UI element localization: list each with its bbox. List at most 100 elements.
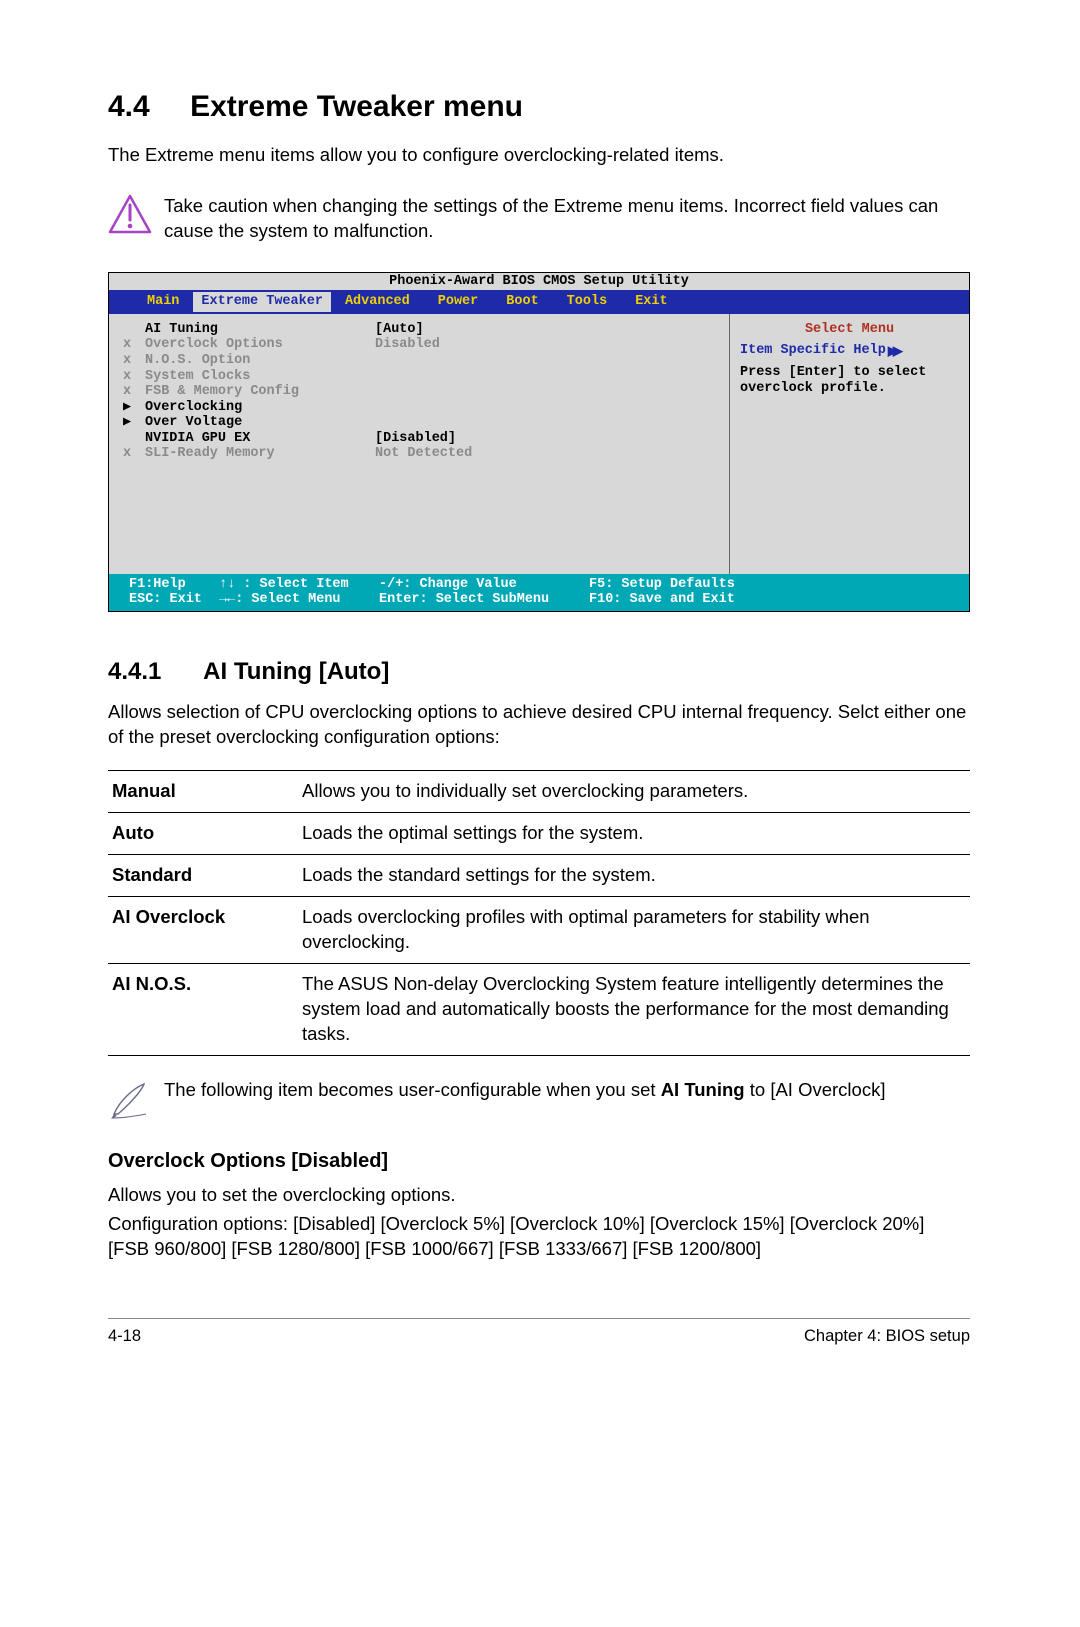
warning-text: Take caution when changing the settings … [164,194,970,244]
bios-item-value [375,415,719,431]
option-value: The ASUS Non-delay Overclocking System f… [298,963,970,1055]
intro-text: The Extreme menu items allow you to conf… [108,144,970,166]
note-bold: AI Tuning [661,1079,745,1100]
bios-footer-exit: ESC: Exit [129,592,219,608]
bios-item-label: SLI-Ready Memory [145,446,375,462]
bios-side-text: Press [Enter] to select overclock profil… [740,365,959,396]
bios-footer: F1:Help ↑↓ : Select Item -/+: Change Val… [109,574,969,611]
table-row: AI N.O.S.The ASUS Non-delay Overclocking… [108,963,970,1055]
bios-main: AI Tuning[Auto]xOverclock OptionsDisable… [109,314,729,574]
bios-item-row: ▶Overclocking [123,400,719,416]
warning-callout: Take caution when changing the settings … [108,194,970,244]
bios-tab: Exit [621,294,681,310]
bios-item-label: System Clocks [145,369,375,385]
section-name: Extreme Tweaker menu [190,90,523,123]
bios-tab: Boot [492,294,552,310]
section-title: 4.4 Extreme Tweaker menu [108,90,970,124]
bios-item-value: Disabled [375,337,719,353]
bios-body: AI Tuning[Auto]xOverclock OptionsDisable… [109,314,969,574]
note-icon [108,1078,164,1122]
bios-item-row: NVIDIA GPU EX[Disabled] [123,431,719,447]
table-row: StandardLoads the standard settings for … [108,854,970,896]
bios-tab: Power [424,294,493,310]
bios-item-marker: x [123,369,145,385]
bios-footer-menu: →←: Select Menu [219,592,379,608]
bios-item-marker [123,322,145,338]
table-row: ManualAllows you to individually set ove… [108,770,970,812]
bios-item-label: AI Tuning [145,322,375,338]
note-text: The following item becomes user-configur… [164,1078,885,1103]
bios-screen: Phoenix-Award BIOS CMOS Setup Utility Ma… [108,272,970,612]
bios-tab: Advanced [331,294,424,310]
fast-forward-icon: ▶▶ [888,344,898,359]
bios-tab: Extreme Tweaker [193,292,331,312]
bios-item-row: xSLI-Ready MemoryNot Detected [123,446,719,462]
overclock-options-desc: Allows you to set the overclocking optio… [108,1183,970,1208]
bios-item-value [375,384,719,400]
bios-item-label: N.O.S. Option [145,353,375,369]
option-key: AI N.O.S. [108,963,298,1055]
bios-item-marker: x [123,337,145,353]
bios-item-value: [Auto] [375,322,719,338]
overclock-options-title: Overclock Options [Disabled] [108,1150,970,1173]
option-value: Loads overclocking profiles with optimal… [298,896,970,963]
bios-item-value [375,353,719,369]
bios-footer-change: -/+: Change Value [379,577,589,593]
bios-tab: Tools [553,294,622,310]
options-table: ManualAllows you to individually set ove… [108,770,970,1056]
bios-item-marker: x [123,353,145,369]
bios-footer-save: F10: Save and Exit [589,592,809,608]
bios-item-marker: x [123,446,145,462]
chapter-label: Chapter 4: BIOS setup [804,1327,970,1346]
bios-item-row: ▶Over Voltage [123,415,719,431]
subsection-number: 4.4.1 [108,658,161,686]
option-value: Loads the standard settings for the syst… [298,854,970,896]
bios-item-marker [123,431,145,447]
bios-item-row: AI Tuning[Auto] [123,322,719,338]
bios-footer-defaults: F5: Setup Defaults [589,577,809,593]
option-key: Auto [108,812,298,854]
subsection-441-desc: Allows selection of CPU overclocking opt… [108,700,970,750]
bios-item-label: Over Voltage [145,415,375,431]
bios-item-row: xOverclock OptionsDisabled [123,337,719,353]
bios-item-label: NVIDIA GPU EX [145,431,375,447]
bios-item-value [375,400,719,416]
bios-item-label: FSB & Memory Config [145,384,375,400]
option-key: Standard [108,854,298,896]
bios-item-row: xFSB & Memory Config [123,384,719,400]
bios-footer-help: F1:Help [129,577,219,593]
note-part1: The following item becomes user-configur… [164,1079,661,1100]
option-value: Loads the optimal settings for the syste… [298,812,970,854]
bios-footer-select: ↑↓ : Select Item [219,577,379,593]
bios-side-help: Item Specific Help ▶▶ [740,343,959,359]
bios-item-value [375,369,719,385]
bios-title: Phoenix-Award BIOS CMOS Setup Utility [109,273,969,291]
bios-item-marker: ▶ [123,400,145,416]
bios-item-label: Overclocking [145,400,375,416]
bios-item-marker: x [123,384,145,400]
note-part2: to [AI Overclock] [745,1079,886,1100]
bios-item-marker: ▶ [123,415,145,431]
bios-footer-submenu: Enter: Select SubMenu [379,592,589,608]
table-row: AutoLoads the optimal settings for the s… [108,812,970,854]
subsection-441-title: 4.4.1 AI Tuning [Auto] [108,658,970,686]
page-number: 4-18 [108,1327,141,1346]
option-value: Allows you to individually set overclock… [298,770,970,812]
bios-tabs: MainExtreme TweakerAdvancedPowerBootTool… [109,290,969,314]
page-footer: 4-18 Chapter 4: BIOS setup [108,1318,970,1346]
bios-item-value: [Disabled] [375,431,719,447]
bios-item-row: xSystem Clocks [123,369,719,385]
warning-icon [108,194,164,234]
bios-tab: Main [133,294,193,310]
overclock-options-config: Configuration options: [Disabled] [Overc… [108,1212,970,1262]
option-key: Manual [108,770,298,812]
option-key: AI Overclock [108,896,298,963]
table-row: AI OverclockLoads overclocking profiles … [108,896,970,963]
bios-item-label: Overclock Options [145,337,375,353]
section-number: 4.4 [108,90,150,124]
bios-side-help-label: Item Specific Help [740,343,886,359]
subsection-name: AI Tuning [Auto] [203,658,389,685]
bios-item-value: Not Detected [375,446,719,462]
bios-item-row: xN.O.S. Option [123,353,719,369]
bios-side-title: Select Menu [740,322,959,338]
